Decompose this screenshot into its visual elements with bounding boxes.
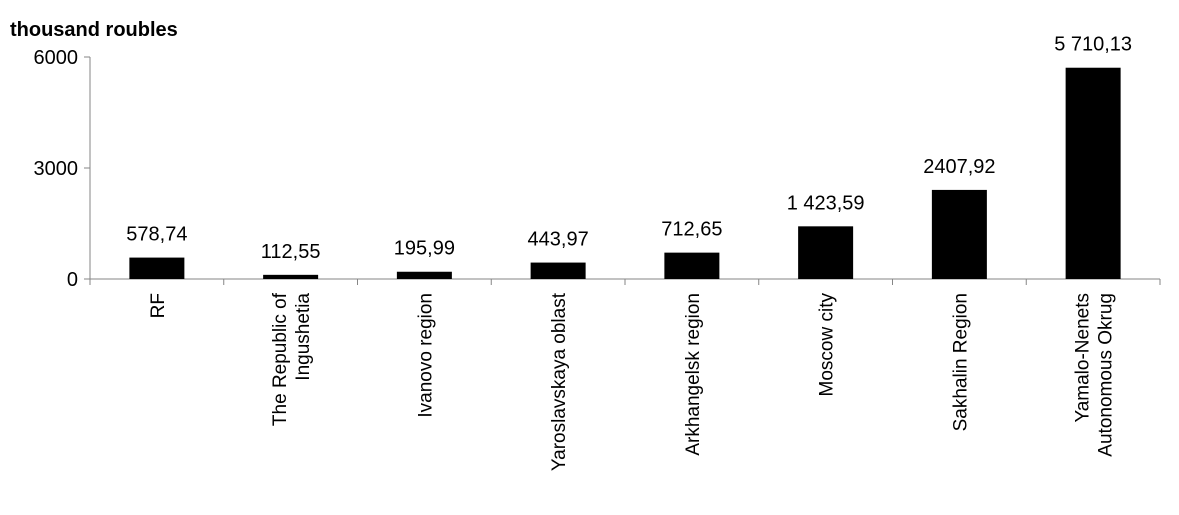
category-label: Yamalo-Nenets — [1073, 293, 1094, 423]
category-label: Ingushetia — [293, 293, 314, 381]
y-tick-label: 6000 — [34, 47, 79, 69]
category-labels: RF The Republic of Ingushetia Ivanovo regio… — [148, 292, 1117, 471]
bar — [530, 262, 586, 279]
y-tick-label: 3000 — [34, 158, 79, 180]
y-tick-label: 0 — [67, 269, 78, 291]
y-axis: 0 3000 6000 — [34, 47, 91, 291]
category-label: Sakhalin Region — [950, 293, 971, 431]
bar — [664, 252, 720, 279]
bar — [396, 271, 452, 279]
bar — [931, 189, 987, 279]
category-label: Ivanovo region — [415, 293, 436, 418]
bar — [798, 226, 854, 279]
bar — [129, 257, 185, 279]
category-label: Autonomous Okrug — [1096, 293, 1117, 457]
data-label: 195,99 — [394, 238, 455, 260]
data-label: 5 710,13 — [1054, 34, 1132, 56]
data-label: 112,55 — [261, 241, 321, 263]
category-label: The Republic of — [270, 292, 291, 426]
data-label: 1 423,59 — [787, 192, 865, 214]
category-label: Arkhangelsk region — [683, 293, 704, 456]
category-label: RF — [148, 293, 169, 318]
unit-label: thousand roubles — [10, 19, 178, 41]
bar — [1065, 67, 1121, 279]
x-axis — [89, 278, 1161, 285]
value-labels: 578,74 112,55 195,99 443,97 712,65 1 423,59 24… — [126, 34, 1132, 263]
data-label: 443,97 — [528, 229, 589, 251]
data-label: 712,65 — [661, 219, 722, 241]
data-label: 578,74 — [126, 224, 187, 246]
category-label: Yaroslavskaya oblast — [549, 292, 570, 471]
bars — [129, 67, 1121, 279]
bar — [263, 274, 319, 279]
data-label: 2407,92 — [923, 156, 995, 178]
category-label: Moscow city — [817, 293, 838, 397]
